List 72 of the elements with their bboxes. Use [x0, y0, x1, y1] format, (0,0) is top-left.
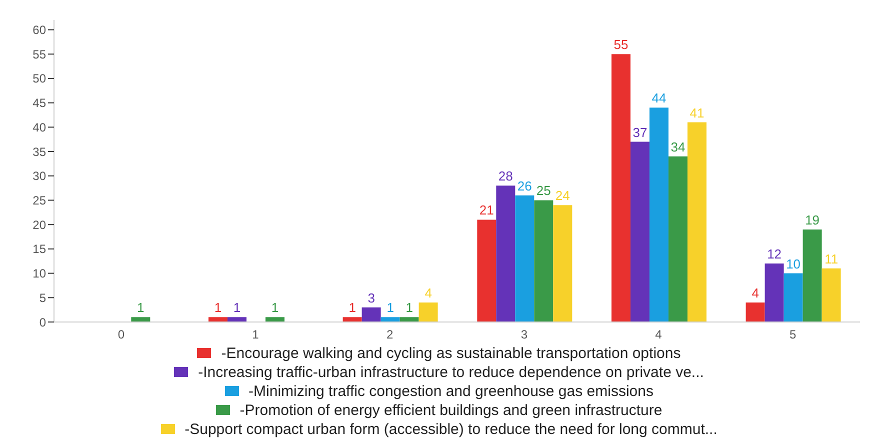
data-label: 1 [137, 300, 144, 316]
data-label: 1 [214, 300, 222, 316]
bar [265, 317, 284, 322]
x-tick-label: 1 [252, 328, 260, 342]
bar [342, 317, 362, 322]
bar [764, 264, 784, 322]
y-tick-label: 20 [32, 218, 46, 232]
bar [477, 220, 496, 322]
bar [380, 317, 400, 322]
bar [784, 273, 803, 322]
y-tick-label: 25 [32, 193, 46, 208]
bar [822, 268, 841, 322]
bar [131, 317, 150, 322]
bar [611, 54, 630, 322]
bar [668, 156, 688, 322]
data-label: 26 [517, 178, 532, 194]
data-label: 25 [536, 183, 551, 198]
bar [362, 307, 381, 322]
y-tick-label: 55 [32, 47, 46, 62]
y-tick-label: 50 [32, 72, 46, 86]
x-tick-label: 3 [520, 328, 528, 342]
data-label: 28 [498, 168, 513, 184]
y-tick-label: 60 [32, 23, 46, 37]
bar [418, 302, 438, 322]
y-tick-label: 15 [32, 242, 46, 256]
y-tick-label: 30 [32, 169, 46, 184]
y-tick-label: 40 [32, 120, 46, 134]
data-label: 21 [479, 202, 494, 218]
data-label: 37 [632, 124, 648, 140]
y-tick-label: 10 [32, 266, 46, 281]
legend-label: -Support compact urban form (accessible) to reduce the need for long commut... [184, 421, 718, 438]
data-label: 4 [424, 286, 432, 301]
data-label: 10 [786, 256, 801, 272]
data-label: 55 [614, 37, 628, 52]
legend-label: -Encourage walking and cycling as sustainable transportation options [221, 345, 681, 362]
y-tick-label: 5 [39, 290, 46, 305]
x-tick-label: 4 [655, 328, 662, 342]
bar [802, 229, 822, 322]
data-label: 44 [652, 90, 666, 106]
data-label: 34 [670, 139, 686, 154]
bar [649, 108, 668, 322]
data-label: 41 [690, 105, 704, 120]
bar [553, 205, 572, 322]
bar [746, 302, 765, 322]
bar [227, 317, 246, 322]
data-label: 19 [805, 212, 820, 228]
x-tick-label: 5 [789, 328, 796, 342]
x-tick-label: 2 [386, 328, 394, 342]
legend-label: -Minimizing traffic congestion and greenhouse gas emissions [248, 383, 654, 400]
data-label: 4 [752, 286, 759, 301]
data-label: 1 [233, 300, 241, 316]
data-label: 1 [348, 300, 356, 316]
bar [630, 142, 650, 322]
data-label: 24 [555, 188, 570, 204]
data-label: 3 [368, 290, 375, 306]
bar [515, 195, 534, 322]
y-tick-label: 35 [32, 144, 46, 159]
bar [208, 317, 228, 322]
bar [534, 200, 554, 322]
bar [687, 122, 706, 322]
x-tick-label: 0 [118, 328, 125, 342]
y-tick-label: 45 [32, 96, 46, 110]
bar [496, 186, 516, 322]
data-label: 1 [406, 300, 413, 316]
y-tick-label: 0 [39, 315, 46, 330]
bar [400, 317, 419, 322]
legend-label: -Increasing traffic-urban infrastructure to reduce dependence on private ve... [198, 364, 704, 381]
data-label: 12 [767, 246, 782, 262]
data-label: 1 [271, 300, 279, 316]
data-label: 11 [824, 251, 838, 266]
data-label: 1 [386, 300, 394, 316]
legend-label: -Promotion of energy efficient buildings and green infrastructure [240, 402, 662, 419]
